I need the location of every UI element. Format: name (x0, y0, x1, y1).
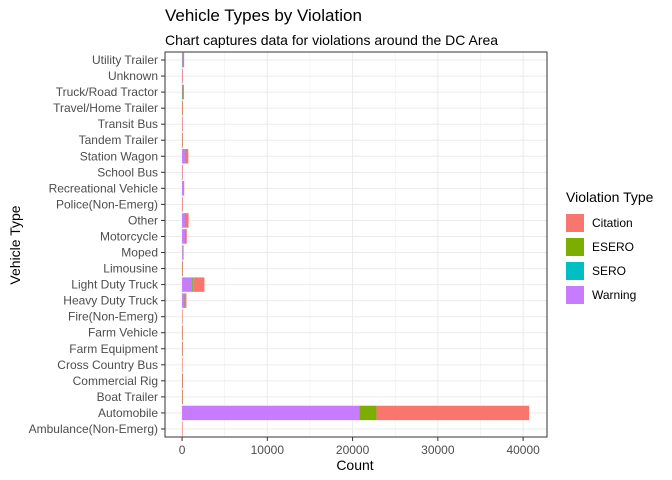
x-tick-label: 0 (179, 443, 186, 457)
bar-segment (182, 52, 183, 68)
legend-label: Citation (592, 216, 633, 230)
bar-segment (185, 229, 186, 244)
bar-segment (182, 133, 183, 148)
bar-segment (376, 405, 530, 421)
chart-title: Vehicle Types by Violation (165, 6, 362, 25)
x-tick-label: 20000 (336, 443, 370, 457)
legend-label: SERO (592, 264, 627, 278)
y-tick-label: Automobile (98, 406, 158, 420)
legend-swatch (566, 214, 584, 232)
bar-segment (185, 213, 186, 228)
bar-segment (182, 245, 184, 260)
bar-segment (182, 68, 183, 84)
bar-segment (182, 84, 183, 100)
y-tick-label: Other (128, 213, 158, 227)
legend-label: ESERO (592, 240, 635, 254)
plot-border (164, 51, 548, 438)
x-axis-title: Count (336, 457, 374, 473)
y-axis-title: Vehicle Type (7, 205, 23, 285)
y-tick-label: Boat Trailer (97, 390, 158, 404)
bar-segment (185, 229, 187, 244)
bar-segment (183, 84, 184, 100)
bar-segment (182, 405, 360, 421)
plot-panel (165, 52, 547, 437)
y-tick-label: Motorcycle (100, 229, 158, 243)
y-tick-label: Limousine (103, 262, 158, 276)
bar-segment (182, 181, 184, 196)
y-tick-label: Station Wagon (80, 149, 158, 163)
bar-segment (183, 181, 185, 196)
bar-segment (182, 389, 183, 405)
legend-swatch (566, 238, 584, 256)
y-tick-label: Utility Trailer (92, 53, 158, 67)
bar-segment (184, 293, 186, 308)
bar-segment (182, 341, 183, 356)
bar-segment (182, 165, 183, 180)
bar-segment (182, 116, 183, 132)
chart-subtitle: Chart captures data for violations aroun… (165, 32, 499, 48)
y-tick-label: Cross Country Bus (57, 358, 158, 372)
bar-segment (182, 149, 186, 164)
bar-segment (182, 325, 183, 340)
bar-segment (182, 213, 186, 228)
bar-segment (182, 421, 183, 437)
y-tick-label: Recreational Vehicle (49, 181, 159, 195)
y-tick-label: Travel/Home Trailer (53, 101, 158, 115)
bar-segment (359, 405, 377, 421)
bar-segment (182, 309, 183, 324)
bar-segment (186, 149, 189, 164)
bar-segment (182, 245, 183, 260)
bar-segment (182, 229, 186, 244)
bar-segment (182, 373, 183, 389)
bar-segment (182, 52, 184, 68)
bar-segment (182, 277, 193, 292)
legend-swatch (566, 262, 584, 280)
y-tick-label: Light Duty Truck (71, 278, 159, 292)
bar-segment (182, 197, 183, 212)
bar-segment (183, 52, 185, 68)
y-tick-label: Moped (121, 246, 158, 260)
bar-segment (192, 277, 194, 292)
y-tick-label: Ambulance(Non-Emerg) (29, 422, 158, 436)
bar-segment (182, 293, 185, 308)
y-tick-label: Farm Vehicle (88, 326, 158, 340)
bar-segment (182, 357, 183, 373)
bar-segment (193, 277, 205, 292)
legend-item-citation: Citation (566, 211, 653, 235)
bar-segment (182, 100, 183, 116)
legend: Violation Type Citation ESERO SERO Warni… (566, 189, 653, 307)
bar-segment (182, 84, 184, 100)
legend-label: Warning (592, 288, 637, 302)
y-tick-label: Fire(Non-Emerg) (68, 310, 158, 324)
y-tick-label: Truck/Road Tractor (56, 85, 158, 99)
x-tick-label: 30000 (421, 443, 455, 457)
y-tick-label: Police(Non-Emerg) (56, 197, 158, 211)
y-tick-label: Commercial Rig (73, 374, 158, 388)
bar-segment (182, 261, 183, 276)
legend-item-sero: SERO (566, 259, 653, 283)
x-tick-label: 10000 (251, 443, 285, 457)
legend-title: Violation Type (566, 189, 654, 205)
y-tick-label: Heavy Duty Truck (63, 294, 159, 308)
legend-swatch (566, 286, 584, 304)
legend-item-warning: Warning (566, 283, 653, 307)
y-tick-label: Farm Equipment (69, 342, 158, 356)
y-tick-label: Tandem Trailer (79, 133, 158, 147)
legend-item-esero: ESERO (566, 235, 653, 259)
y-tick-label: Unknown (108, 69, 158, 83)
y-tick-label: Transit Bus (98, 117, 158, 131)
bar-segment (185, 149, 187, 164)
bar-segment (184, 293, 187, 308)
x-tick-label: 40000 (506, 443, 540, 457)
bar-segment (185, 213, 189, 228)
y-tick-label: School Bus (97, 165, 158, 179)
